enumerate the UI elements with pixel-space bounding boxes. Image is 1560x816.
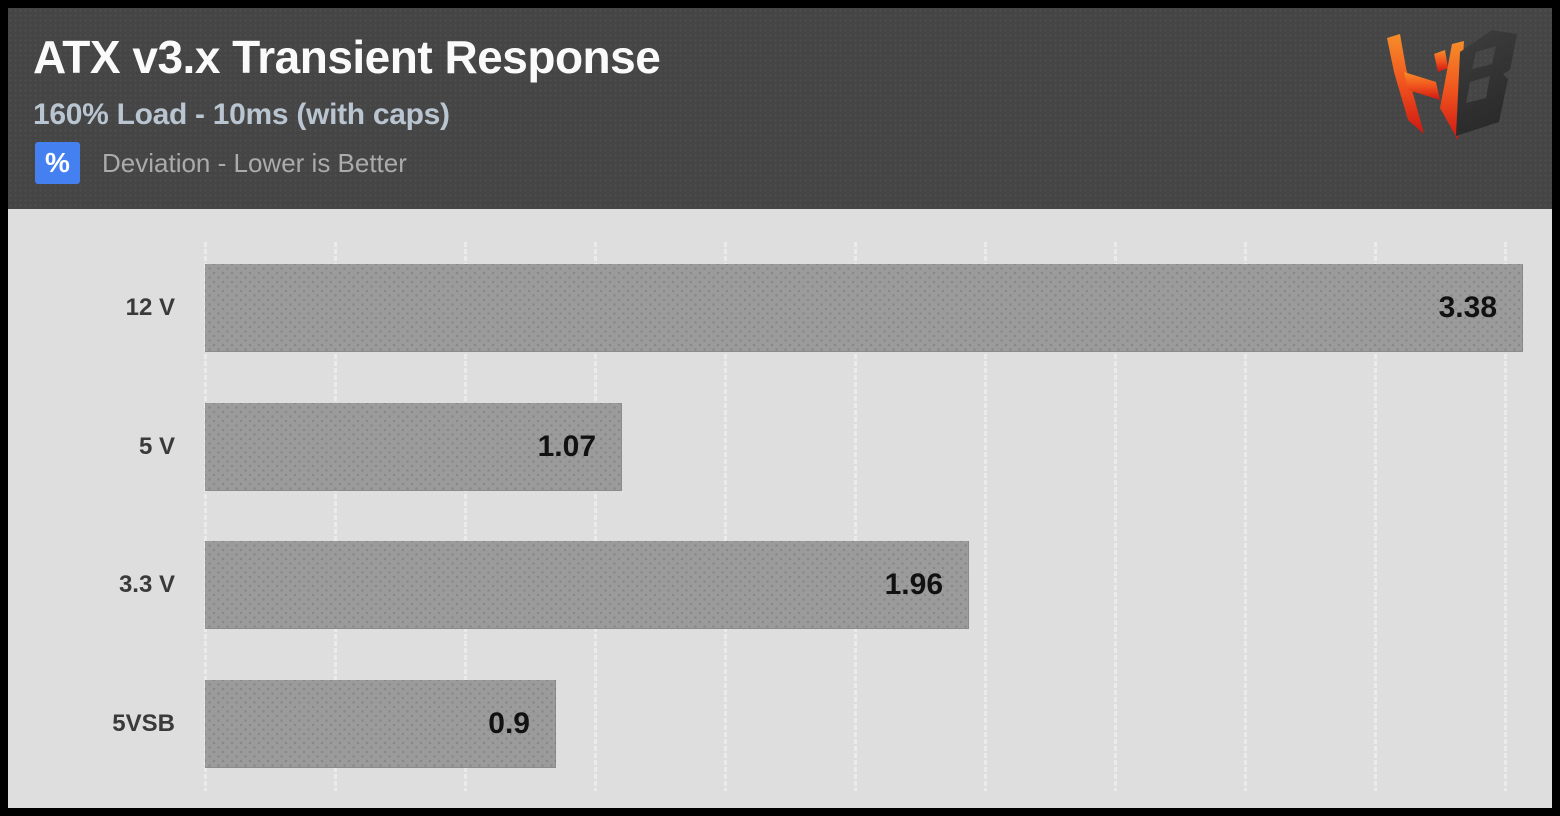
vertical-gridline: [854, 242, 857, 791]
bar-value-label: 1.96: [884, 568, 943, 601]
category-label: 12 V: [125, 294, 175, 321]
vertical-gridline: [594, 242, 597, 791]
bar-value-label: 1.07: [537, 429, 596, 463]
chart-panel: ATX v3.x Transient Response 160% Load - …: [8, 8, 1552, 808]
bar-value-label: 3.38: [1438, 291, 1497, 324]
bar-3.3v: 1.96: [205, 541, 969, 629]
category-label: 3.3 V: [118, 571, 175, 598]
bar-5vsb: 0.9: [205, 679, 556, 768]
category-label: 5VSB: [112, 709, 175, 737]
percent-unit-badge: %: [35, 142, 80, 184]
legend-row: % Deviation - Lower is Better: [35, 142, 407, 184]
chart-title: ATX v3.x Transient Response: [33, 31, 661, 83]
chart-header: ATX v3.x Transient Response 160% Load - …: [8, 8, 1552, 209]
chart-subtitle: 160% Load - 10ms (with caps): [33, 98, 450, 131]
vertical-gridline: [464, 242, 467, 791]
vertical-gridline: [204, 242, 207, 791]
legend-label: Deviation - Lower is Better: [102, 147, 407, 178]
bar-5v: 1.07: [205, 402, 622, 491]
vertical-gridline: [1244, 242, 1247, 791]
vertical-gridline: [984, 242, 987, 791]
vertical-gridline: [1504, 242, 1507, 791]
vertical-gridline: [334, 242, 337, 791]
bar-chart-plot-area: 12 V 3.38 5 V 1.07 3.3 V 1.96 5VSB 0.9: [8, 209, 1552, 808]
category-label: 5 V: [138, 432, 175, 460]
vertical-gridline: [724, 242, 727, 791]
vertical-gridline: [1114, 242, 1117, 791]
bar-12v: 3.38: [205, 264, 1523, 352]
bar-value-label: 0.9: [488, 706, 530, 740]
hardware-busters-logo-icon: [1387, 30, 1517, 140]
vertical-gridline: [1374, 242, 1377, 791]
